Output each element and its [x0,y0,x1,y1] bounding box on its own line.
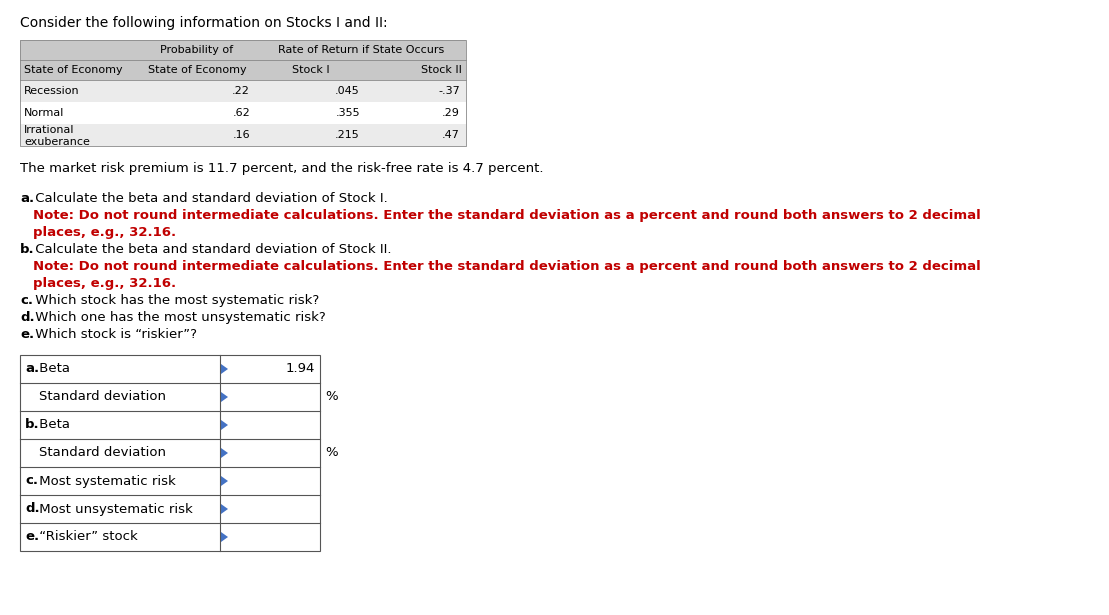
Text: State of Economy: State of Economy [24,65,123,75]
Text: .22: .22 [232,86,250,96]
Text: places, e.g., 32.16.: places, e.g., 32.16. [33,277,176,290]
Text: Standard deviation: Standard deviation [39,391,166,403]
Text: a.: a. [26,362,39,376]
Bar [20,40,466,80]
Polygon shape [221,364,228,374]
Polygon shape [221,392,228,402]
Bar [20,467,350,495]
Text: e.: e. [26,531,39,544]
Text: Recession: Recession [24,86,80,96]
Text: Standard deviation: Standard deviation [39,446,166,459]
Polygon shape [221,448,228,458]
Text: Which stock is “riskier”?: Which stock is “riskier”? [31,328,197,341]
Bar [20,80,466,102]
Bar [20,102,466,124]
Text: Normal: Normal [24,108,64,118]
Text: c.: c. [26,475,38,488]
Text: State of Economy: State of Economy [147,65,246,75]
Text: Beta: Beta [34,362,70,376]
Text: .355: .355 [335,108,360,118]
Text: Note: Do not round intermediate calculations. Enter the standard deviation as a : Note: Do not round intermediate calculat… [33,260,980,273]
Text: Which stock has the most systematic risk?: Which stock has the most systematic risk… [31,294,319,307]
Text: Note: Do not round intermediate calculations. Enter the standard deviation as a : Note: Do not round intermediate calculat… [33,209,980,222]
Text: b.: b. [26,418,40,432]
Text: e.: e. [20,328,34,341]
Text: Stock I: Stock I [292,65,329,75]
Text: 1.94: 1.94 [286,362,315,376]
Polygon shape [221,532,228,542]
Text: Stock II: Stock II [421,65,462,75]
Text: Probability of: Probability of [161,45,234,55]
Text: The market risk premium is 11.7 percent, and the risk-free rate is 4.7 percent.: The market risk premium is 11.7 percent,… [20,162,543,175]
Text: places, e.g., 32.16.: places, e.g., 32.16. [33,226,176,239]
Text: Which one has the most unsystematic risk?: Which one has the most unsystematic risk… [31,311,326,324]
Text: .16: .16 [233,130,250,140]
Text: Calculate the beta and standard deviation of Stock II.: Calculate the beta and standard deviatio… [31,243,391,256]
Text: Most unsystematic risk: Most unsystematic risk [34,502,193,515]
Polygon shape [221,476,228,486]
Text: d.: d. [20,311,34,324]
Text: .045: .045 [335,86,360,96]
Polygon shape [221,504,228,514]
Bar [20,495,350,523]
Text: a.: a. [20,192,34,205]
Bar [20,523,350,551]
Text: .215: .215 [335,130,360,140]
Bar [20,383,350,411]
Text: b.: b. [20,243,34,256]
Polygon shape [221,420,228,430]
Text: Rate of Return if State Occurs: Rate of Return if State Occurs [278,45,444,55]
Bar [20,40,466,146]
Text: “Riskier” stock: “Riskier” stock [34,531,138,544]
Text: Consider the following information on Stocks I and II:: Consider the following information on St… [20,16,388,30]
Bar [20,439,350,467]
Text: .29: .29 [442,108,460,118]
Text: -.37: -.37 [438,86,460,96]
Bar [20,411,350,439]
Text: Calculate the beta and standard deviation of Stock I.: Calculate the beta and standard deviatio… [31,192,388,205]
Text: d.: d. [26,502,40,515]
Bar [20,355,321,551]
Text: Beta: Beta [34,418,70,432]
Text: c.: c. [20,294,33,307]
Bar [20,355,350,383]
Text: Most systematic risk: Most systematic risk [34,475,175,488]
Text: %: % [325,446,337,459]
Text: .62: .62 [232,108,250,118]
Text: %: % [325,391,337,403]
Text: Irrational: Irrational [24,125,74,135]
Text: .47: .47 [442,130,460,140]
Bar [20,124,466,146]
Text: exuberance: exuberance [24,137,90,147]
